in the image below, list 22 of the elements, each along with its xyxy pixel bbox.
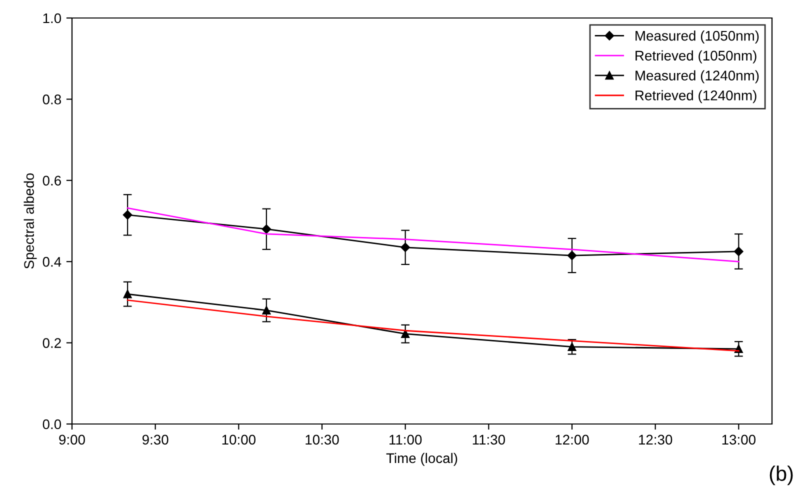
legend-label: Retrieved (1050nm) [636, 50, 756, 64]
x-tick-label: 10:30 [306, 434, 339, 445]
y-tick-label: 0.2 [42, 338, 61, 348]
text: (b) [770, 466, 793, 486]
y-tick-label: 0.0 [42, 419, 62, 430]
legend-label: Measured (1240nm) [636, 70, 759, 84]
x-tick-label: 12:00 [556, 434, 589, 445]
x-tick-label: 13:00 [722, 434, 756, 445]
x-tick-label: 9:00 [59, 434, 85, 445]
x-axis-title: Time (local) [386, 452, 458, 466]
y-tick-label: 0.6 [42, 176, 61, 186]
y-tick-label: 1.0 [43, 13, 62, 24]
x-tick-label: 9:30 [142, 434, 168, 445]
legend-label: Retrieved (1240nm) [636, 90, 756, 104]
x-tick-label: 11:30 [472, 434, 505, 445]
x-tick-label: 10:00 [222, 434, 256, 445]
legend-label: Measured (1050nm) [636, 30, 759, 44]
y-tick-label: 0.8 [42, 94, 61, 104]
y-tick-label: 0.4 [42, 256, 62, 267]
x-tick-label: 12:30 [639, 434, 672, 445]
x-tick-label: 11:00 [390, 434, 422, 445]
y-axis-title: Spectral albedo [24, 173, 37, 269]
